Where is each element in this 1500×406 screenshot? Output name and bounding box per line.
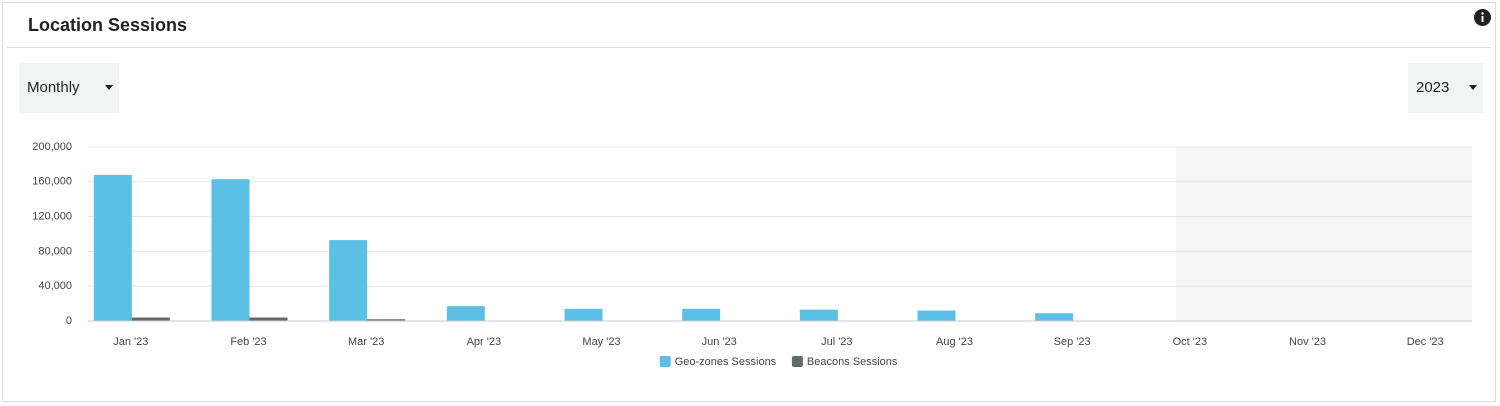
year-dropdown[interactable]: 2023 <box>1408 63 1483 113</box>
y-tick-label: 80,000 <box>38 245 72 257</box>
x-tick-label: Oct '23 <box>1173 336 1208 348</box>
legend-swatch <box>791 356 803 367</box>
widget-title: Location Sessions <box>28 15 188 35</box>
period-dropdown[interactable]: Monthly <box>19 63 119 113</box>
bar <box>93 174 132 321</box>
bar <box>329 240 368 321</box>
bar <box>1035 313 1074 321</box>
bar <box>367 319 406 321</box>
x-tick-label: Jun '23 <box>702 336 737 348</box>
x-tick-label: Jul '23 <box>821 336 852 348</box>
x-tick-label: Aug '23 <box>936 336 973 348</box>
legend-label: Beacons Sessions <box>807 356 898 368</box>
bar <box>446 306 485 321</box>
bar <box>131 317 170 321</box>
x-tick-label: Sep '23 <box>1054 336 1091 348</box>
year-value: 2023 <box>1416 79 1450 96</box>
x-tick-label: Mar '23 <box>348 336 384 348</box>
bar <box>799 309 838 321</box>
bar <box>564 308 603 321</box>
bar <box>682 308 721 321</box>
x-tick-label: Dec '23 <box>1407 336 1444 348</box>
y-tick-label: 120,000 <box>32 211 72 223</box>
info-icon[interactable] <box>1474 9 1491 26</box>
period-value: Monthly <box>27 79 80 96</box>
divider <box>7 47 1491 48</box>
y-tick-label: 40,000 <box>38 280 72 292</box>
y-tick-label: 160,000 <box>32 176 72 188</box>
legend-swatch <box>659 356 671 367</box>
caret <box>1469 85 1477 90</box>
y-tick-label: 200,000 <box>32 141 72 153</box>
legend-label: Geo-zones Sessions <box>675 356 777 368</box>
y-tick-label: 0 <box>66 315 72 327</box>
bar <box>211 179 250 321</box>
x-tick-label: Apr '23 <box>467 336 502 348</box>
x-tick-label: Jan '23 <box>113 336 148 348</box>
bar <box>249 317 288 321</box>
future-shade <box>1175 147 1472 321</box>
bar <box>917 310 956 321</box>
x-tick-label: Feb '23 <box>230 336 266 348</box>
caret <box>105 85 113 90</box>
x-tick-label: Nov '23 <box>1289 336 1326 348</box>
x-tick-label: May '23 <box>582 336 620 348</box>
